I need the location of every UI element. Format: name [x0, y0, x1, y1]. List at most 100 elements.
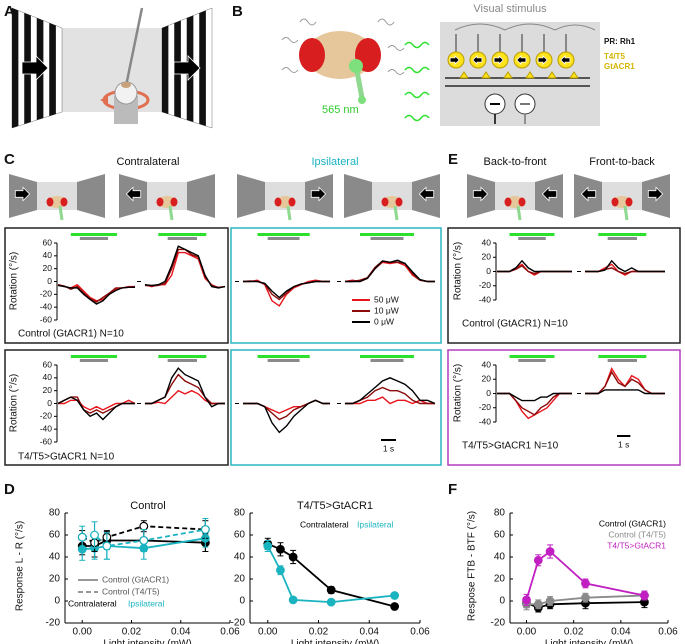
data-point: [581, 593, 590, 603]
arrow: [580, 186, 597, 202]
motion-bar: [79, 359, 109, 362]
light-bar: [509, 355, 555, 358]
y-tick-label: 0: [47, 276, 52, 286]
drum-stripe: [161, 25, 169, 115]
x-tick-label: 0.06: [410, 627, 430, 638]
gtacr1-label: GtACR1: [604, 62, 635, 71]
data-point: [390, 602, 400, 611]
synapse: [569, 71, 579, 79]
synapse: [503, 71, 513, 79]
light-bar: [598, 233, 647, 236]
trace: [585, 259, 665, 273]
panel-label: E: [448, 151, 458, 168]
data-point: [533, 555, 543, 565]
motion-bar: [267, 359, 300, 362]
stimulus-icons: [9, 174, 670, 221]
icon-drum: [344, 174, 372, 218]
legend-label: T4/T5>GtACR1: [607, 540, 666, 550]
data-point: [102, 541, 112, 551]
scale-bar-label: 1 s: [383, 443, 394, 453]
y-tick-label: 20: [482, 252, 492, 262]
legend-label: Control (T4/T5): [608, 529, 666, 539]
light-bar: [360, 355, 414, 358]
icon-led: [623, 205, 629, 221]
legend-label: Contralateral: [68, 598, 117, 608]
panel-label: C: [4, 151, 15, 168]
icon-led: [516, 205, 522, 221]
panel-label: F: [448, 481, 457, 498]
icon-led: [393, 205, 399, 221]
x-tick-label: 0.00: [258, 627, 278, 638]
annotation: Control (GtACR1) N=10: [18, 329, 124, 340]
data-point: [90, 530, 99, 540]
arrow: [560, 54, 571, 66]
arrow: [125, 186, 142, 202]
y-axis-label: Rotation (°/s): [9, 252, 20, 310]
light-bar: [158, 233, 207, 236]
synapse: [525, 71, 535, 79]
column-header: Back-to-front: [484, 156, 547, 168]
icon-drum: [77, 174, 105, 218]
wavelength-label: 565 nm: [322, 104, 359, 116]
x-tick-label: 0.04: [171, 627, 191, 638]
data-point: [326, 585, 336, 595]
y-tick-label: 60: [43, 359, 53, 369]
x-tick-label: 0.02: [122, 627, 142, 638]
chart-title: Control: [130, 500, 165, 512]
data-point: [263, 541, 273, 551]
icon-eye: [518, 197, 526, 207]
y-tick-label: -20: [491, 618, 506, 629]
y-tick-label: 40: [43, 250, 53, 260]
legend-label: 10 μW: [374, 305, 399, 315]
motion-bar: [167, 237, 197, 240]
data-point: [276, 565, 285, 575]
icon-eye: [611, 197, 619, 207]
motion-bar: [267, 237, 300, 240]
light-bar: [70, 355, 118, 358]
y-tick-label: -40: [40, 301, 53, 311]
x-tick-label: 0.02: [564, 627, 584, 638]
y-tick-label: -20: [231, 618, 246, 629]
annotation: Control (GtACR1) N=10: [462, 319, 568, 330]
y-tick-label: 0: [486, 388, 491, 398]
panel-label: B: [232, 3, 243, 20]
legend-label: Ipsilateral: [128, 598, 164, 608]
motion-bar: [518, 237, 546, 240]
y-tick-label: 20: [482, 374, 492, 384]
trace: [145, 367, 225, 408]
arrow: [21, 55, 49, 81]
y-tick-label: -20: [40, 411, 53, 421]
data-point: [288, 595, 298, 605]
y-axis-label: Rotation (°/s): [453, 364, 464, 422]
icon-eye: [46, 197, 54, 207]
setup-illustration: [11, 7, 213, 129]
light-bar: [257, 233, 310, 236]
y-tick-label: 40: [234, 552, 246, 563]
data-point: [77, 532, 87, 542]
data-point: [533, 599, 543, 609]
y-tick-label: 0: [54, 596, 60, 607]
y-tick-label: 20: [43, 263, 53, 273]
data-point: [326, 597, 336, 607]
x-tick-label: 0.00: [517, 627, 537, 638]
y-tick-label: -60: [40, 436, 53, 446]
arrow: [472, 54, 483, 66]
panel-frame: [447, 349, 681, 466]
panel-frame: [4, 227, 229, 344]
light-bar: [598, 355, 647, 358]
arrow: [541, 186, 558, 202]
data-point: [640, 591, 649, 600]
y-tick-label: 20: [234, 574, 246, 585]
arrow: [14, 186, 31, 202]
x-tick-label: 0.06: [220, 627, 240, 638]
light-bar: [509, 233, 555, 236]
legend-label: Ipsilateral: [357, 519, 393, 529]
x-tick-label: 0.04: [360, 627, 380, 638]
trace: [243, 279, 330, 307]
column-header: Front-to-back: [589, 156, 655, 168]
arrow: [647, 186, 664, 202]
trace: [345, 377, 436, 405]
annotation: T4/T5>GtACR1 N=10: [18, 452, 115, 463]
y-tick-label: -40: [479, 294, 492, 304]
data-point: [545, 596, 555, 606]
